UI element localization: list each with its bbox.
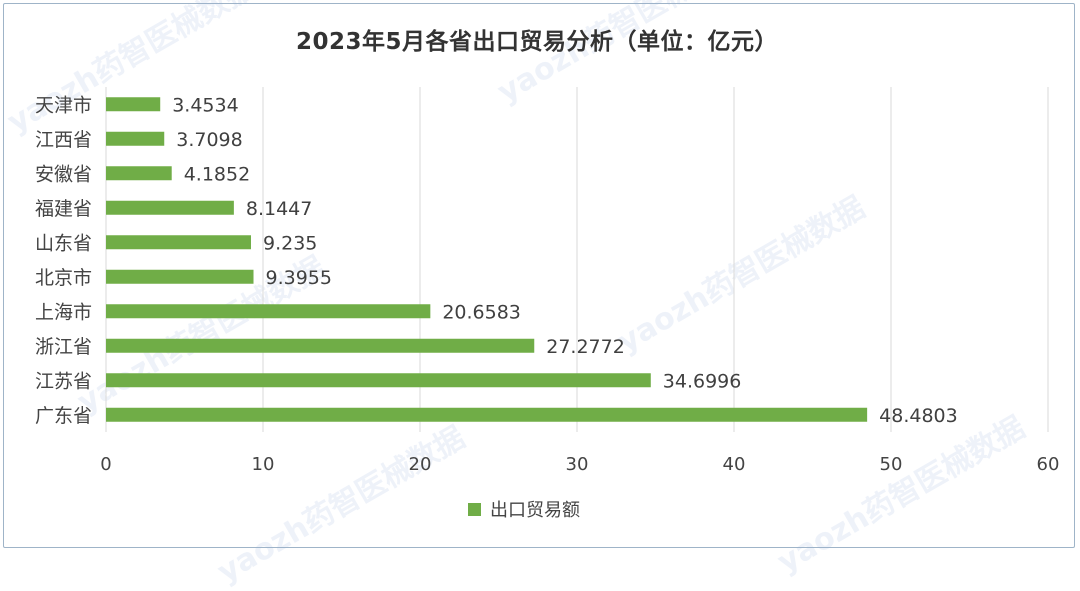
y-category-label: 安徽省	[35, 163, 92, 185]
data-label: 27.2772	[546, 336, 625, 358]
x-tick-label: 0	[100, 454, 111, 475]
y-category-label: 上海市	[35, 301, 92, 323]
x-tick-label: 10	[252, 454, 275, 475]
data-label: 48.4803	[879, 405, 958, 427]
data-label: 3.7098	[176, 129, 242, 151]
y-category-label: 广东省	[35, 405, 92, 427]
x-tick-label: 50	[880, 454, 903, 475]
y-category-label: 北京市	[35, 267, 92, 289]
y-category-label: 天津市	[35, 94, 92, 116]
legend-label: 出口贸易额	[490, 500, 580, 521]
bar	[106, 304, 431, 319]
y-category-label: 山东省	[35, 232, 92, 254]
data-label: 3.4534	[172, 94, 238, 116]
y-category-label: 江西省	[35, 129, 92, 151]
chart-title: 2023年5月各省出口贸易分析（单位：亿元）	[295, 29, 779, 55]
bar	[106, 373, 651, 388]
bar	[106, 235, 251, 250]
bar	[106, 97, 161, 112]
bar	[106, 200, 234, 215]
y-category-label: 江苏省	[35, 370, 92, 392]
data-label: 9.235	[263, 232, 317, 254]
legend-swatch	[468, 502, 481, 516]
bar	[106, 131, 165, 146]
bar	[106, 407, 868, 422]
data-label: 20.6583	[442, 301, 521, 323]
x-tick-label: 20	[409, 454, 432, 475]
y-category-label: 浙江省	[35, 336, 92, 358]
bar	[106, 269, 254, 284]
data-label: 4.1852	[184, 163, 250, 185]
legend: 出口贸易额	[468, 497, 580, 521]
bar-chart: 0 10 20 30 40 50 60 天津市 3.4534 江西省 3.7098 安徽省 4.1852…	[35, 87, 1060, 475]
data-label: 34.6996	[663, 370, 742, 392]
x-tick-label: 30	[566, 454, 589, 475]
data-label: 8.1447	[246, 198, 312, 220]
bar	[106, 166, 172, 181]
data-label: 9.3955	[266, 267, 332, 289]
y-category-label: 福建省	[35, 198, 92, 220]
bar	[106, 338, 535, 353]
x-tick-label: 40	[723, 454, 746, 475]
x-tick-label: 60	[1037, 454, 1060, 475]
